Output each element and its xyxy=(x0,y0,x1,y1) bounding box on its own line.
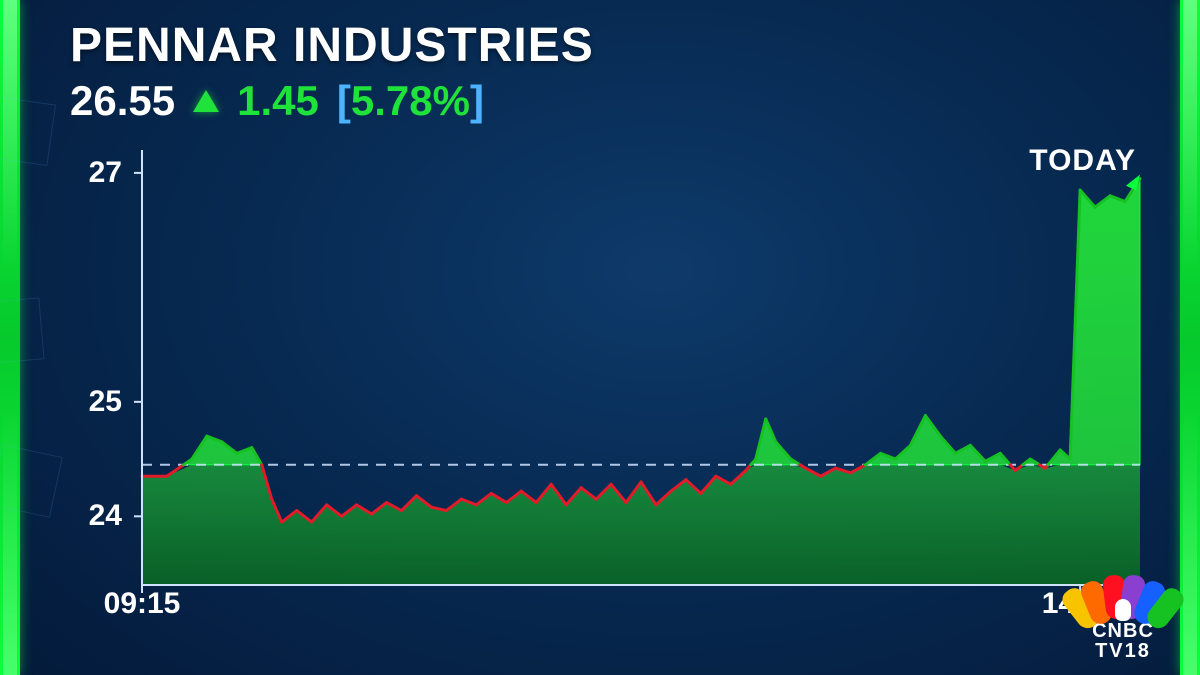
logo-line2: TV18 xyxy=(1068,641,1178,661)
peacock-icon xyxy=(1081,567,1165,619)
accent-bar-left xyxy=(0,0,20,675)
broadcast-frame: PENNAR INDUSTRIES 26.55 1.45 [5.78%] 242… xyxy=(0,0,1200,675)
chart-plot xyxy=(142,150,1140,585)
quote-header: PENNAR INDUSTRIES 26.55 1.45 [5.78%] xyxy=(70,18,594,125)
pct-change: [5.78%] xyxy=(337,77,484,125)
cnbc-tv18-logo: CNBC TV18 xyxy=(1068,567,1178,661)
y-tick-label: 24 xyxy=(89,499,122,533)
stock-name: PENNAR INDUSTRIES xyxy=(70,18,594,73)
intraday-chart: 242527 TODAY 09:1514:00 xyxy=(70,150,1140,585)
y-axis-labels: 24 25 27 xyxy=(70,150,130,585)
up-arrow-icon xyxy=(193,90,219,112)
y-tick-label: 25 xyxy=(89,385,122,419)
last-price: 26.55 xyxy=(70,77,175,125)
y-tick-label: 27 xyxy=(89,156,122,190)
x-axis-labels: 09:1514:00 xyxy=(142,587,1140,627)
price-change: 1.45 xyxy=(237,77,319,125)
accent-bar-right xyxy=(1180,0,1200,675)
x-tick-label: 09:15 xyxy=(104,587,181,621)
